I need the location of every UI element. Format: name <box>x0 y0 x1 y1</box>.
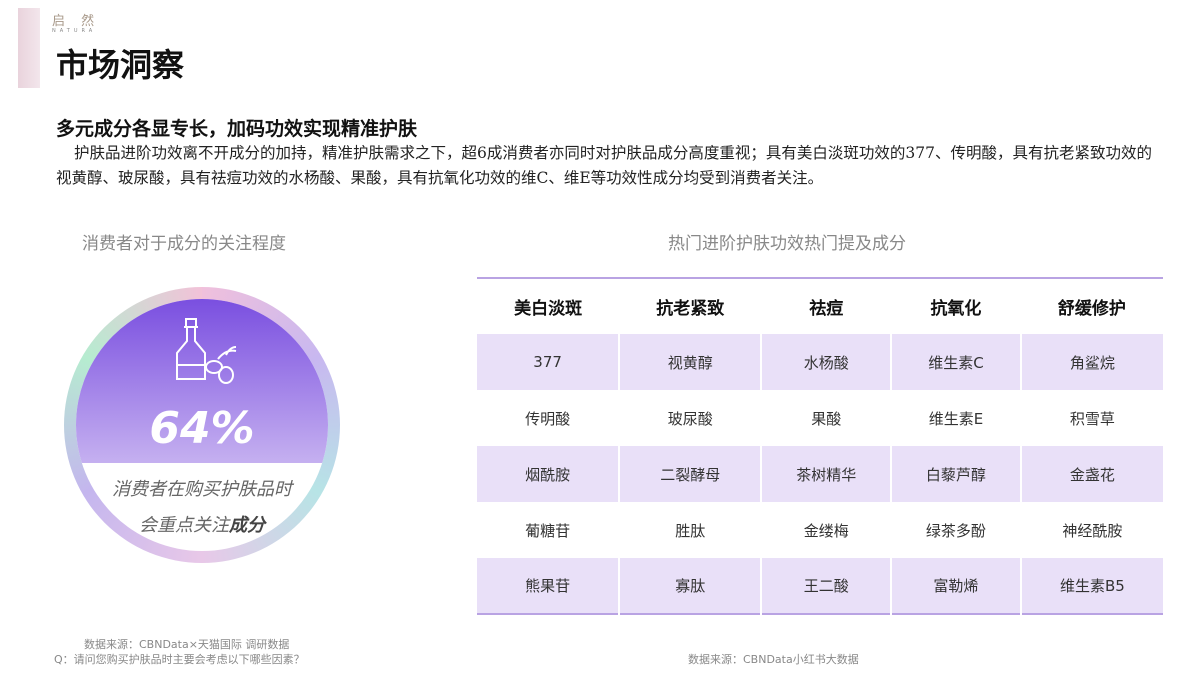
table-cell: 角鲨烷 <box>1019 334 1163 390</box>
column-header: 抗老紧致 <box>656 299 725 319</box>
table-row: 烟酰胺 二裂酵母 茶树精华 白藜芦醇 金盏花 <box>477 446 1163 502</box>
intro-paragraph: 护肤品进阶功效离不开成分的加持，精准护肤需求之下，超6成消费者亦同时对护肤品成分… <box>56 144 1152 187</box>
table-cell: 烟酰胺 <box>477 446 620 502</box>
brand-logo-sub: NATURA <box>52 28 97 34</box>
table-cell: 维生素B5 <box>1019 558 1163 614</box>
table-cell: 白藜芦醇 <box>890 446 1021 502</box>
table-cell: 胜肽 <box>618 502 762 558</box>
table-cell: 绿茶多酚 <box>890 502 1021 558</box>
table-cell: 积雪草 <box>1019 390 1163 446</box>
table-cell: 维生素C <box>890 334 1021 390</box>
table-header-row: 美白淡斑 抗老紧致 祛痘 抗氧化 舒缓修护 <box>477 278 1163 334</box>
stat-line-2-prefix: 会重点关注 <box>139 515 229 536</box>
stat-line-2: 会重点关注成分 <box>76 511 328 537</box>
column-header: 抗氧化 <box>930 299 982 319</box>
left-caption: 消费者对于成分的关注程度 <box>82 234 286 254</box>
column-header: 舒缓修护 <box>1057 299 1126 319</box>
stat-line-2-bold: 成分 <box>229 515 265 536</box>
brand-logo: 启 然 <box>52 14 101 29</box>
table-cell: 熊果苷 <box>477 558 620 614</box>
right-source: 数据来源：CBNData小红书大数据 <box>688 653 859 666</box>
table-row: 葡糖苷 胜肽 金缕梅 绿茶多酚 神经酰胺 <box>477 502 1163 558</box>
table-cell: 377 <box>477 334 620 390</box>
table-cell: 果酸 <box>760 390 892 446</box>
table-row: 传明酸 玻尿酸 果酸 维生素E 积雪草 <box>477 390 1163 446</box>
table-cell: 葡糖苷 <box>525 521 571 540</box>
table-row: 熊果苷 寡肽 王二酸 富勒烯 维生素B5 <box>477 558 1163 614</box>
oil-bottle-olive-icon <box>176 318 237 384</box>
left-question: Q：请问您购买护肤品时主要会考虑以下哪些因素？ <box>54 653 305 666</box>
right-caption: 热门进阶护肤功效热门提及成分 <box>668 234 906 254</box>
table-cell: 水杨酸 <box>760 334 892 390</box>
table-cell: 寡肽 <box>618 558 762 614</box>
column-header: 美白淡斑 <box>514 299 583 319</box>
ingredients-table: 美白淡斑 抗老紧致 祛痘 抗氧化 舒缓修护 377 视黄醇 水杨酸 维生素C 角鲨烷传明酸 玻尿酸… <box>477 277 1163 615</box>
table-cell: 玻尿酸 <box>618 390 762 446</box>
table-cell: 茶树精华 <box>760 446 892 502</box>
table-cell: 维生素E <box>890 390 1021 446</box>
table-cell: 王二酸 <box>760 558 892 614</box>
table-cell: 金缕梅 <box>760 502 892 558</box>
table-cell: 视黄醇 <box>618 334 762 390</box>
column-header: 祛痘 <box>809 299 844 319</box>
table-cell: 传明酸 <box>525 409 571 428</box>
page-title: 市场洞察 <box>56 46 185 84</box>
table-cell: 二裂酵母 <box>618 446 762 502</box>
stat-percent: 64% <box>149 403 255 454</box>
stat-circle: 64% 消费者在购买护肤品时 会重点关注成分 <box>76 299 328 551</box>
section-subtitle: 多元成分各显专长，加码功效实现精准护肤 <box>56 118 418 140</box>
stat-line-1: 消费者在购买护肤品时 <box>112 479 292 500</box>
table-row: 377 视黄醇 水杨酸 维生素C 角鲨烷 <box>477 334 1163 390</box>
left-source: 数据来源：CBNData×天猫国际 调研数据 <box>84 638 290 651</box>
table-cell: 神经酰胺 <box>1019 502 1163 558</box>
table-cell: 富勒烯 <box>890 558 1021 614</box>
table-cell: 金盏花 <box>1019 446 1163 502</box>
accent-bar <box>18 8 40 88</box>
